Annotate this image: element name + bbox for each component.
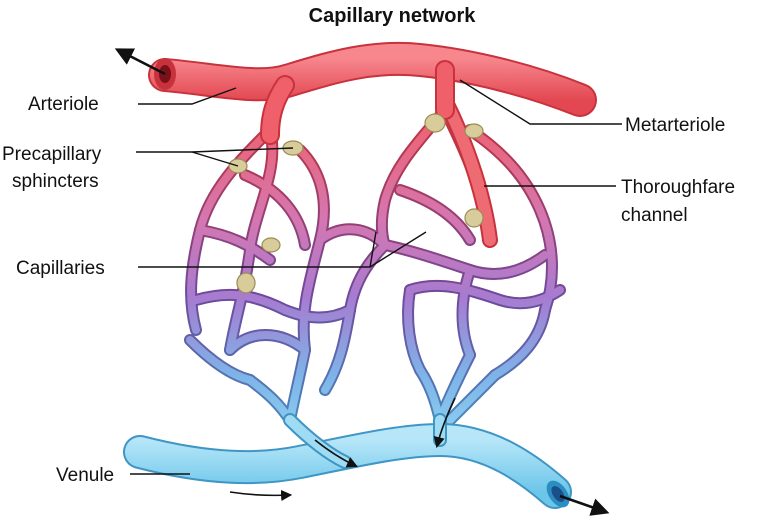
sphincter-7 bbox=[464, 208, 484, 228]
capillaries-leader-b bbox=[369, 231, 427, 268]
label-venule: Venule bbox=[56, 465, 114, 486]
label-precapillary-line1: Precapillary bbox=[2, 144, 102, 165]
label-capillaries: Capillaries bbox=[16, 258, 105, 279]
sphincter-5 bbox=[424, 113, 446, 133]
capillary-bed bbox=[184, 104, 566, 426]
thoroughfare-channel-vessel bbox=[437, 92, 498, 248]
label-precapillary-line2: sphincters bbox=[12, 171, 99, 192]
sphincter-leader-b bbox=[191, 151, 239, 167]
arteriole-flow-arrow bbox=[114, 48, 166, 76]
label-metarteriole: Metarteriole bbox=[625, 115, 725, 136]
capillary-drain-arrow-right bbox=[433, 397, 456, 449]
venule-internal-arrow bbox=[229, 489, 293, 502]
diagram-title: Capillary network bbox=[309, 5, 477, 27]
capillary-drain-arrow-left bbox=[314, 439, 359, 468]
label-thoroughfare-line1: Thoroughfare bbox=[621, 177, 735, 198]
label-arteriole: Arteriole bbox=[28, 94, 99, 115]
label-thoroughfare-line2: channel bbox=[621, 205, 688, 226]
labels: Arteriole Precapillary sphincters Capill… bbox=[2, 94, 735, 486]
flow-arrows bbox=[114, 48, 610, 516]
arteriole-leader bbox=[138, 87, 237, 105]
leader-lines bbox=[130, 79, 622, 475]
sphincter-3 bbox=[261, 237, 281, 253]
venule-vessel bbox=[123, 413, 572, 509]
sphincter-6 bbox=[464, 123, 484, 139]
arteriole-vessel bbox=[148, 41, 597, 145]
venule-flow-arrow bbox=[559, 494, 610, 516]
sphincter-4 bbox=[236, 272, 256, 294]
metarteriole-leader bbox=[459, 79, 622, 125]
